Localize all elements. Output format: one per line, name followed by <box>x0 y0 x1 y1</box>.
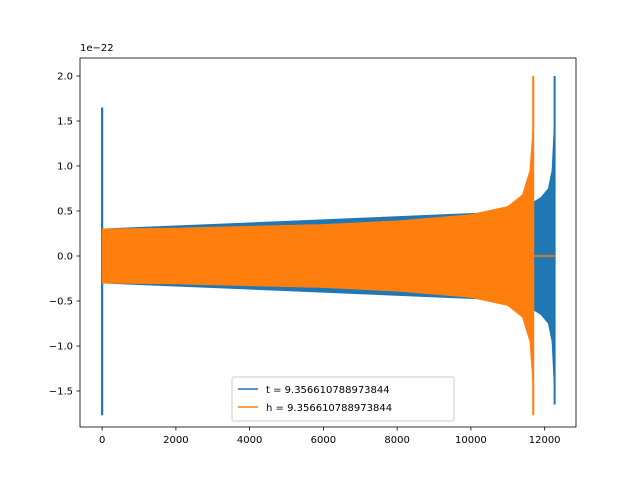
y-tick-label: 2.0 <box>57 72 73 83</box>
y-tick-label: 1.0 <box>57 162 73 173</box>
y-tick-label: −1.5 <box>49 387 73 398</box>
y-tick-label: −1.0 <box>49 342 73 353</box>
x-tick-label: 0 <box>99 435 105 446</box>
x-tick-label: 12000 <box>529 435 561 446</box>
x-axis: 0 2000 4000 6000 8000 10000 12000 <box>99 427 561 446</box>
y-offset-label: 1e−22 <box>80 43 114 54</box>
x-tick-label: 6000 <box>311 435 336 446</box>
y-tick-label: −0.5 <box>49 297 73 308</box>
x-tick-label: 8000 <box>384 435 409 446</box>
y-axis: −1.5 −1.0 −0.5 0.0 0.5 1.0 1.5 2.0 <box>49 72 80 398</box>
legend-label-t: t = 9.356610788973844 <box>266 385 390 396</box>
y-tick-label: 0.5 <box>57 207 73 218</box>
legend-box <box>231 376 455 422</box>
legend-label-h: h = 9.356610788973844 <box>266 403 392 414</box>
axes-frame <box>79 57 577 428</box>
legend: t = 9.356610788973844 h = 9.356610788973… <box>231 376 455 422</box>
series-h <box>101 76 555 416</box>
y-tick-label: 0.0 <box>57 252 73 263</box>
x-tick-label: 2000 <box>163 435 188 446</box>
plot-area <box>101 76 556 416</box>
x-tick-label: 4000 <box>237 435 262 446</box>
y-tick-label: 1.5 <box>57 117 73 128</box>
x-tick-label: 10000 <box>455 435 487 446</box>
